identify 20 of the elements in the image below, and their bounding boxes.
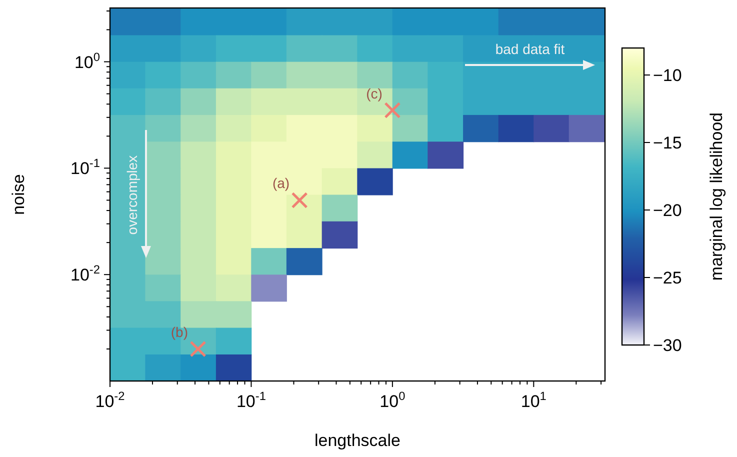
y-axis-title: noise (9, 174, 28, 215)
y-tick-label: 10$^{-2}$ (70, 262, 100, 285)
annotation: (a) (272, 175, 290, 192)
color-bar-label: −15 (653, 134, 682, 152)
x-tick-label: 10$^{-2}$ (95, 389, 126, 411)
y-tick-label: 10$^{-1}$ (70, 156, 100, 178)
x-tick-label: 10$^{-1}$ (236, 389, 266, 411)
y-tick-label: 10$^{0}$ (74, 50, 100, 72)
color-bar-title: marginal log likelihood (707, 112, 726, 281)
x-axis-title: lengthscale (314, 431, 401, 450)
x-tick-label: 10$^{0}$ (380, 389, 406, 411)
annotation: bad data fit (495, 41, 565, 57)
annotation: (c) (366, 85, 382, 102)
color-bar-label: −30 (653, 336, 682, 355)
annotation: overcomplex (124, 155, 140, 235)
annotation: (b) (170, 324, 188, 340)
x-tick-label: 10$^{1}$ (520, 389, 547, 411)
color-bar-label: −10 (653, 66, 682, 85)
color-bar-label: −20 (653, 201, 682, 220)
color-bar-label: −25 (653, 268, 682, 288)
